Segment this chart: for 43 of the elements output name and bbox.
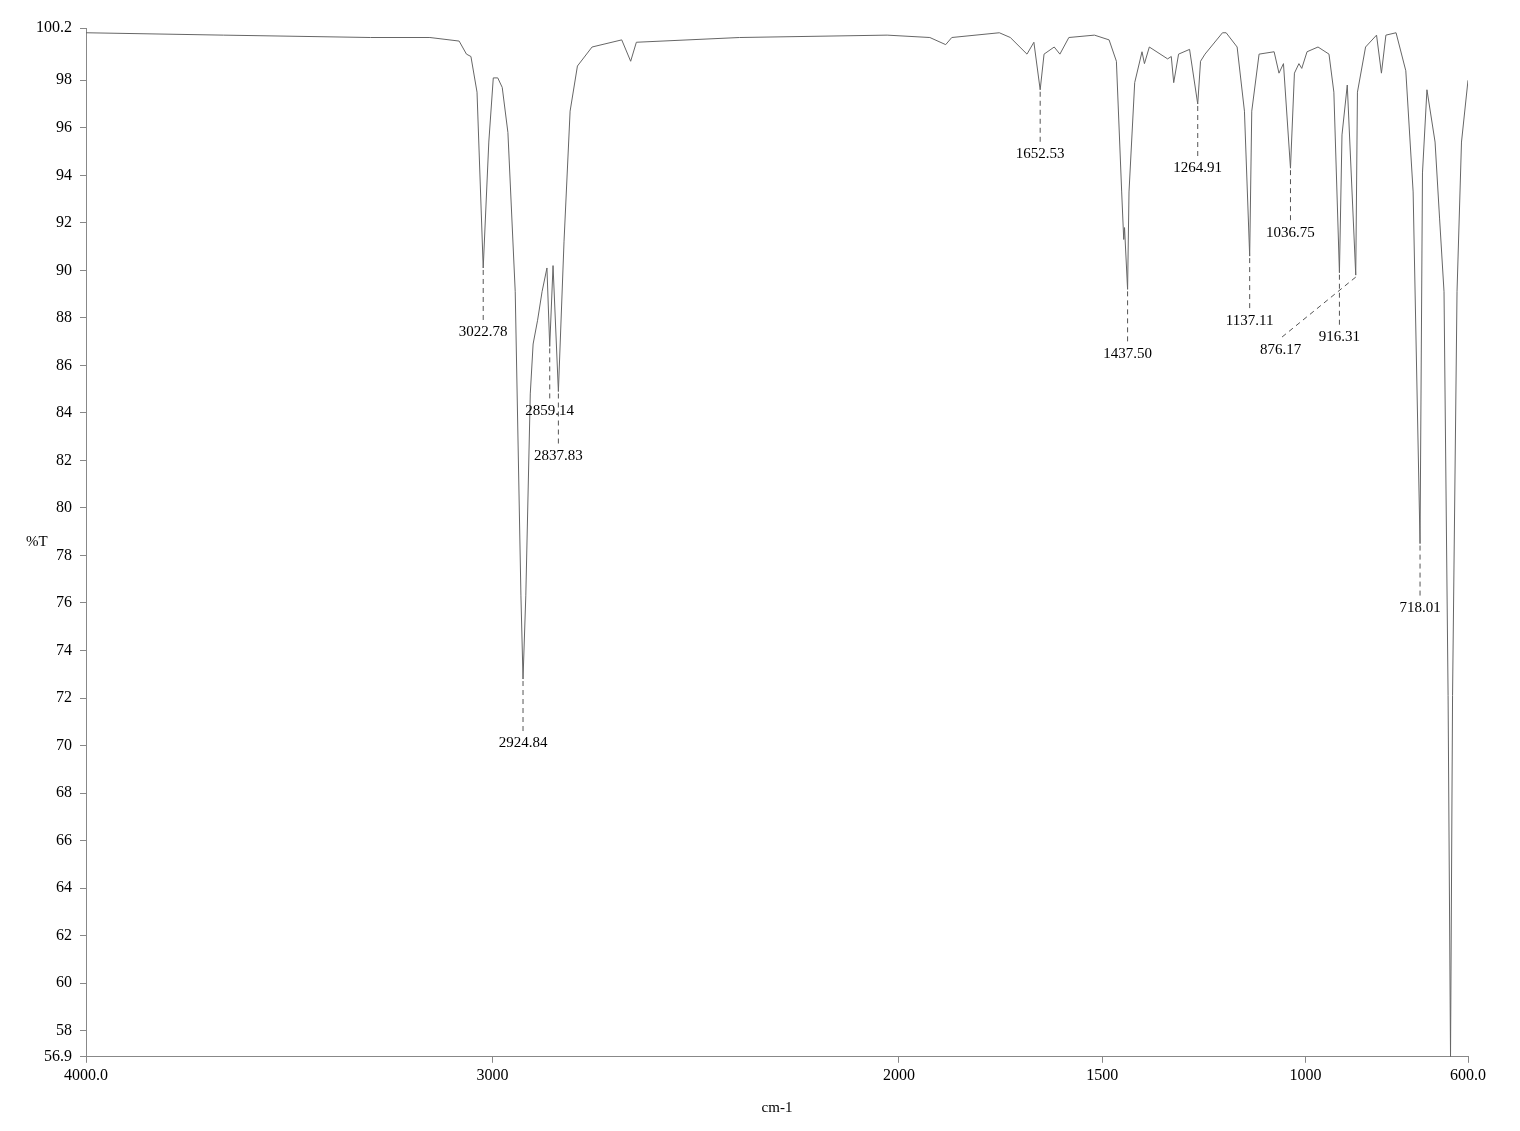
x-tick-label: 1000 [1289, 1065, 1322, 1083]
x-axis-title: cm-1 [761, 1099, 793, 1116]
annotation: 1437.50 [1103, 344, 1152, 361]
y-tick-label: 78 [56, 545, 72, 563]
annotation: 876.17 [1260, 340, 1302, 357]
x-tick-label: 600.0 [1450, 1065, 1486, 1083]
y-tick-label: 70 [56, 735, 72, 753]
y-tick-label: 94 [56, 165, 72, 183]
y-axis-title: %T [26, 533, 48, 550]
y-tick-label: 68 [56, 783, 72, 801]
x-tick-label: 2000 [882, 1065, 915, 1083]
annotation: 2859.14 [525, 401, 575, 418]
y-tick-label: 76 [56, 593, 72, 611]
y-tick-label: 98 [56, 70, 72, 88]
annotation: 2924.84 [498, 734, 548, 751]
y-tick-label: 60 [56, 973, 72, 991]
annotation: 1652.53 [1015, 145, 1065, 162]
y-tick-label: 92 [56, 213, 72, 231]
y-tick-label: 56.9 [44, 1047, 72, 1064]
annotation: 1137.11 [1225, 311, 1274, 328]
y-tick-label: 86 [56, 355, 72, 373]
annotation: 3022.78 [458, 323, 508, 340]
y-tick-label: 96 [56, 117, 72, 135]
y-tick-label: 84 [56, 403, 72, 421]
x-tick-label: 1500 [1086, 1065, 1119, 1083]
y-tick-label: 64 [56, 878, 72, 896]
y-tick-label: 62 [56, 925, 72, 943]
annotation: 2837.83 [534, 446, 583, 463]
annotation: 916.31 [1318, 328, 1361, 345]
y-tick-label: 58 [56, 1020, 72, 1038]
y-tick-label: 74 [56, 640, 72, 658]
annotation: 718.01 [1399, 599, 1441, 616]
y-tick-label: 82 [56, 450, 72, 468]
x-tick-label: 3000 [476, 1065, 509, 1083]
y-tick-label: 66 [56, 830, 72, 848]
y-tick-label: 90 [56, 260, 72, 278]
annotation: 1264.91 [1173, 159, 1223, 176]
y-tick-label: 100.2 [36, 18, 72, 36]
y-tick-label: 80 [56, 498, 72, 516]
y-tick-label: 72 [56, 688, 72, 706]
annotation: 1036.75 [1266, 223, 1315, 240]
y-tick-label: 88 [56, 308, 72, 326]
x-tick-label: 4000.0 [64, 1065, 108, 1083]
